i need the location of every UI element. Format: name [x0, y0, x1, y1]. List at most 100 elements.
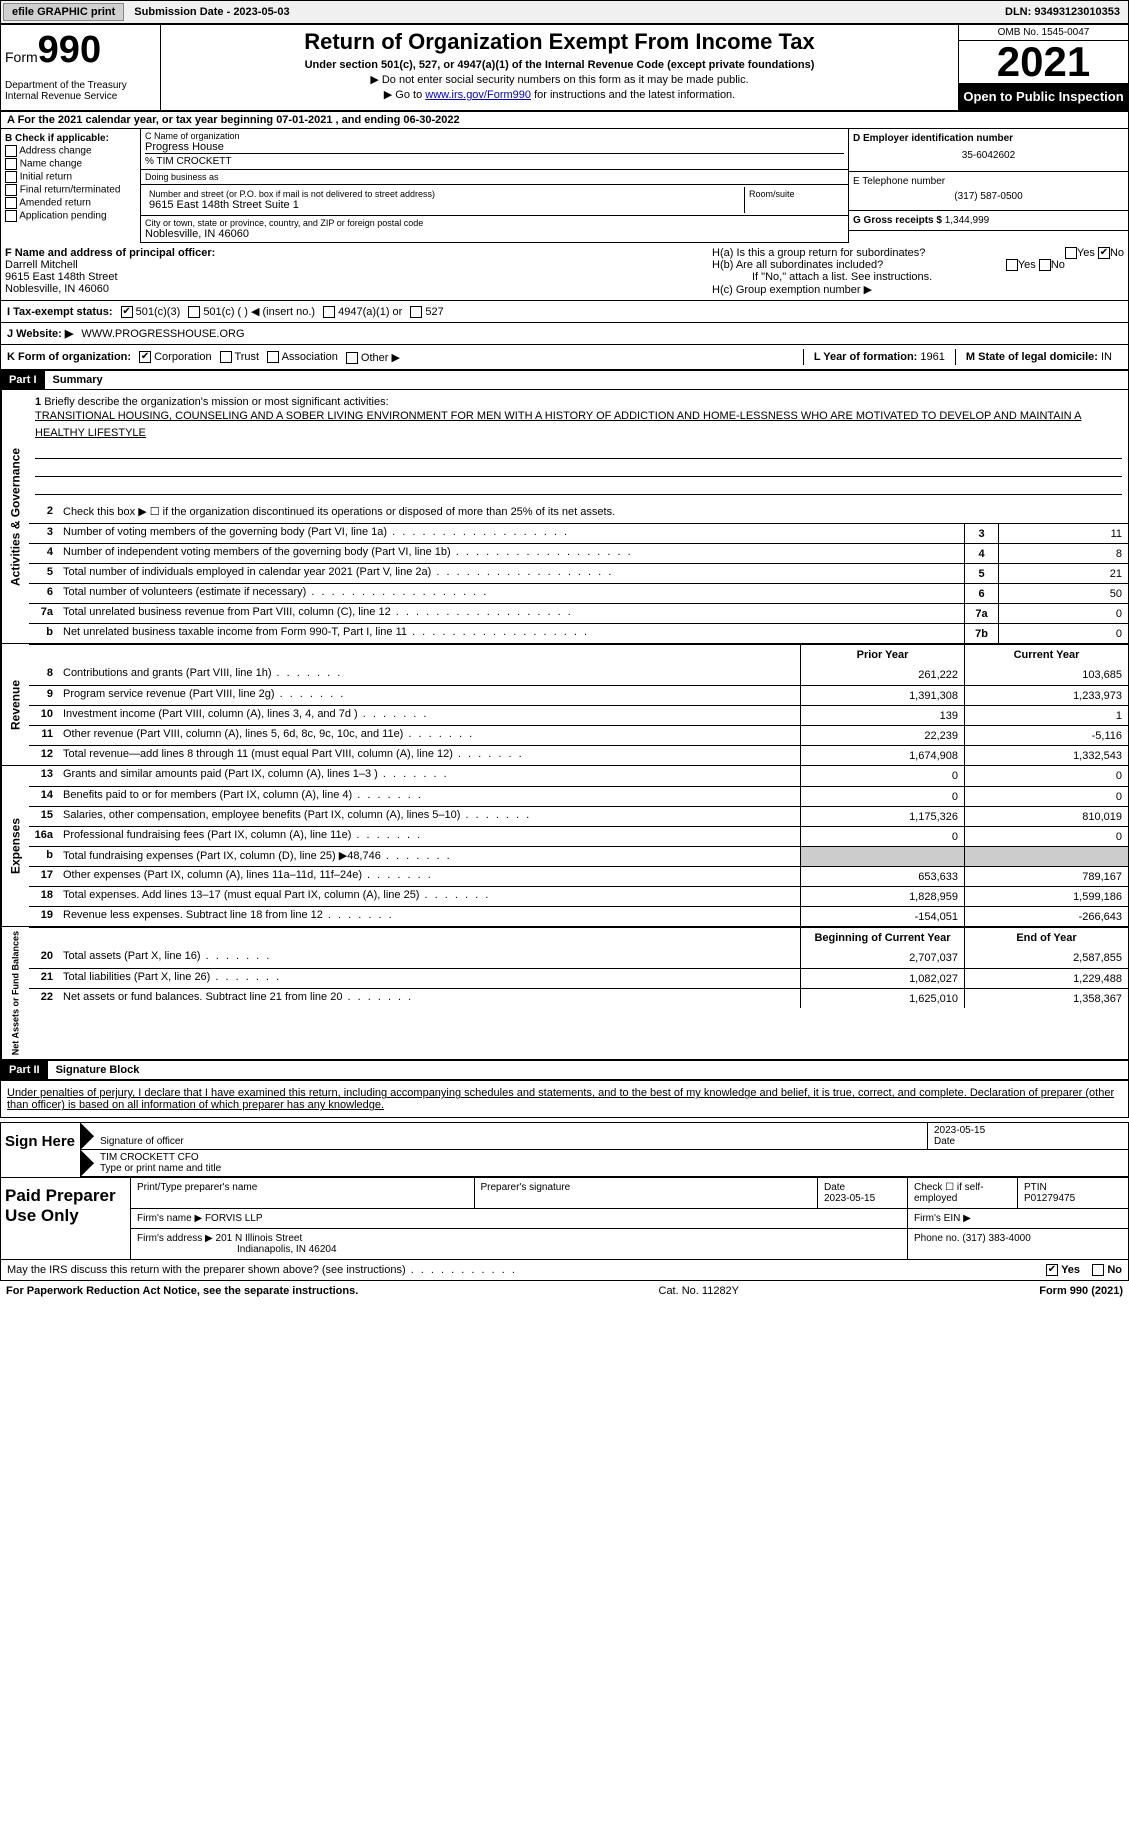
part2-title: Signature Block — [48, 1061, 148, 1079]
summary-line: 9Program service revenue (Part VIII, lin… — [29, 685, 1128, 705]
note-goto-suffix: for instructions and the latest informat… — [531, 89, 735, 101]
website-row: J Website: ▶ WWW.PROGRESSHOUSE.ORG — [0, 323, 1129, 345]
summary-line: 17Other expenses (Part IX, column (A), l… — [29, 866, 1128, 886]
discuss-no: No — [1107, 1264, 1122, 1276]
part2-header: Part II — [1, 1061, 48, 1079]
sig-date-label: Date — [934, 1136, 955, 1147]
print-name-label: Type or print name and title — [100, 1163, 221, 1174]
dln: DLN: 93493123010353 — [997, 4, 1128, 20]
prep-sig-label: Preparer's signature — [475, 1178, 819, 1208]
firm-addr: 201 N Illinois Street — [216, 1233, 303, 1244]
chk-address-change[interactable]: Address change — [5, 145, 136, 157]
activities-section: Activities & Governance 1 Briefly descri… — [0, 390, 1129, 644]
paid-preparer-label: Paid Preparer Use Only — [1, 1178, 131, 1259]
summary-line: 6Total number of volunteers (estimate if… — [29, 583, 1128, 603]
expenses-section: Expenses 13Grants and similar amounts pa… — [0, 766, 1129, 927]
chk-name-change[interactable]: Name change — [5, 158, 136, 170]
top-bar: efile GRAPHIC print Submission Date - 20… — [0, 0, 1129, 24]
room-label: Room/suite — [749, 189, 840, 199]
chk-corporation[interactable] — [139, 351, 151, 363]
hc-label: H(c) Group exemption number ▶ — [712, 283, 1124, 296]
revenue-section: Revenue Prior Year Current Year 8Contrib… — [0, 644, 1129, 766]
k-label: K Form of organization: — [7, 351, 131, 363]
phone: (317) 587-0500 — [853, 187, 1124, 206]
ha-label: H(a) Is this a group return for subordin… — [712, 247, 925, 259]
chk-other[interactable] — [346, 352, 358, 364]
website-label: J Website: ▶ — [7, 327, 73, 340]
gross-receipts: 1,344,999 — [945, 215, 990, 226]
summary-line: 10Investment income (Part VIII, column (… — [29, 705, 1128, 725]
chk-501c[interactable] — [188, 306, 200, 318]
summary-line: 16aProfessional fundraising fees (Part I… — [29, 826, 1128, 846]
firm-name-label: Firm's name ▶ — [137, 1213, 202, 1224]
beginning-year-header: Beginning of Current Year — [800, 928, 964, 948]
form-title: Return of Organization Exempt From Incom… — [165, 29, 954, 55]
ha-yes[interactable] — [1065, 247, 1077, 259]
part1-header: Part I — [1, 371, 45, 389]
end-year-header: End of Year — [964, 928, 1128, 948]
efile-print-button[interactable]: efile GRAPHIC print — [3, 3, 124, 21]
website-url: WWW.PROGRESSHOUSE.ORG — [81, 328, 244, 340]
officer-addr1: 9615 East 148th Street — [5, 271, 704, 283]
discuss-no-chk[interactable] — [1092, 1264, 1104, 1276]
penalty-statement: Under penalties of perjury, I declare th… — [0, 1080, 1129, 1118]
summary-line: 21Total liabilities (Part X, line 26)1,0… — [29, 968, 1128, 988]
org-info-section: B Check if applicable: Address change Na… — [0, 129, 1129, 243]
ha-no[interactable] — [1098, 247, 1110, 259]
form-version: Form 990 (2021) — [1039, 1285, 1123, 1297]
period-row: A For the 2021 calendar year, or tax yea… — [0, 111, 1129, 129]
chk-4947[interactable] — [323, 306, 335, 318]
year-formation: 1961 — [920, 351, 944, 363]
activities-side-label: Activities & Governance — [1, 390, 29, 643]
mission-blank-line — [35, 461, 1122, 477]
prior-year-header: Prior Year — [800, 645, 964, 665]
chk-association[interactable] — [267, 351, 279, 363]
tax-year: 2021 — [959, 41, 1128, 83]
hb-note: If "No," attach a list. See instructions… — [712, 271, 1124, 283]
cat-number: Cat. No. 11282Y — [358, 1285, 1039, 1297]
discuss-text: May the IRS discuss this return with the… — [7, 1264, 517, 1276]
chk-app-pending[interactable]: Application pending — [5, 210, 136, 222]
sign-here-block: Sign Here Signature of officer 2023-05-1… — [0, 1122, 1129, 1178]
chk-initial-return[interactable]: Initial return — [5, 171, 136, 183]
chk-amended[interactable]: Amended return — [5, 197, 136, 209]
chk-527[interactable] — [410, 306, 422, 318]
city-state-zip: Noblesville, IN 46060 — [145, 228, 844, 240]
hb-yes[interactable] — [1006, 259, 1018, 271]
chk-501c3[interactable] — [121, 306, 133, 318]
form-of-org-row: K Form of organization: Corporation Trus… — [0, 345, 1129, 370]
form-subtitle: Under section 501(c), 527, or 4947(a)(1)… — [165, 59, 954, 71]
section-b-label: B Check if applicable: — [5, 133, 136, 144]
part1-bar: Part I Summary — [0, 370, 1129, 390]
summary-line: 8Contributions and grants (Part VIII, li… — [29, 665, 1128, 685]
hb-label: H(b) Are all subordinates included? — [712, 259, 883, 271]
ein-label: D Employer identification number — [853, 133, 1124, 144]
org-name-label: C Name of organization — [145, 131, 844, 141]
hb-no[interactable] — [1039, 259, 1051, 271]
sig-officer-label: Signature of officer — [100, 1136, 184, 1147]
summary-line: 14Benefits paid to or for members (Part … — [29, 786, 1128, 806]
open-to-public: Open to Public Inspection — [959, 83, 1128, 110]
phone-label: E Telephone number — [853, 176, 1124, 187]
prep-date: 2023-05-15 — [824, 1193, 875, 1204]
net-assets-side-label: Net Assets or Fund Balances — [1, 927, 29, 1059]
summary-line: 22Net assets or fund balances. Subtract … — [29, 988, 1128, 1008]
gross-label: G Gross receipts $ — [853, 215, 942, 226]
arrow-icon — [81, 1123, 94, 1149]
irs-link[interactable]: www.irs.gov/Form990 — [425, 89, 531, 101]
expenses-side-label: Expenses — [1, 766, 29, 926]
mission-num: 1 — [35, 396, 41, 408]
bottom-line: For Paperwork Reduction Act Notice, see … — [0, 1281, 1129, 1301]
ptin: P01279475 — [1024, 1193, 1075, 1204]
firm-city: Indianapolis, IN 46204 — [137, 1244, 337, 1255]
chk-final-return[interactable]: Final return/terminated — [5, 184, 136, 196]
chk-trust[interactable] — [220, 351, 232, 363]
firm-name: FORVIS LLP — [205, 1213, 263, 1224]
prep-self-employed[interactable]: Check ☐ if self-employed — [908, 1178, 1018, 1208]
prep-name-label: Print/Type preparer's name — [131, 1178, 475, 1208]
mission-blank-line — [35, 479, 1122, 495]
form-number: 990 — [38, 29, 101, 71]
discuss-yes-chk[interactable] — [1046, 1264, 1058, 1276]
paperwork-notice: For Paperwork Reduction Act Notice, see … — [6, 1285, 358, 1297]
ein: 35-6042602 — [853, 144, 1124, 167]
